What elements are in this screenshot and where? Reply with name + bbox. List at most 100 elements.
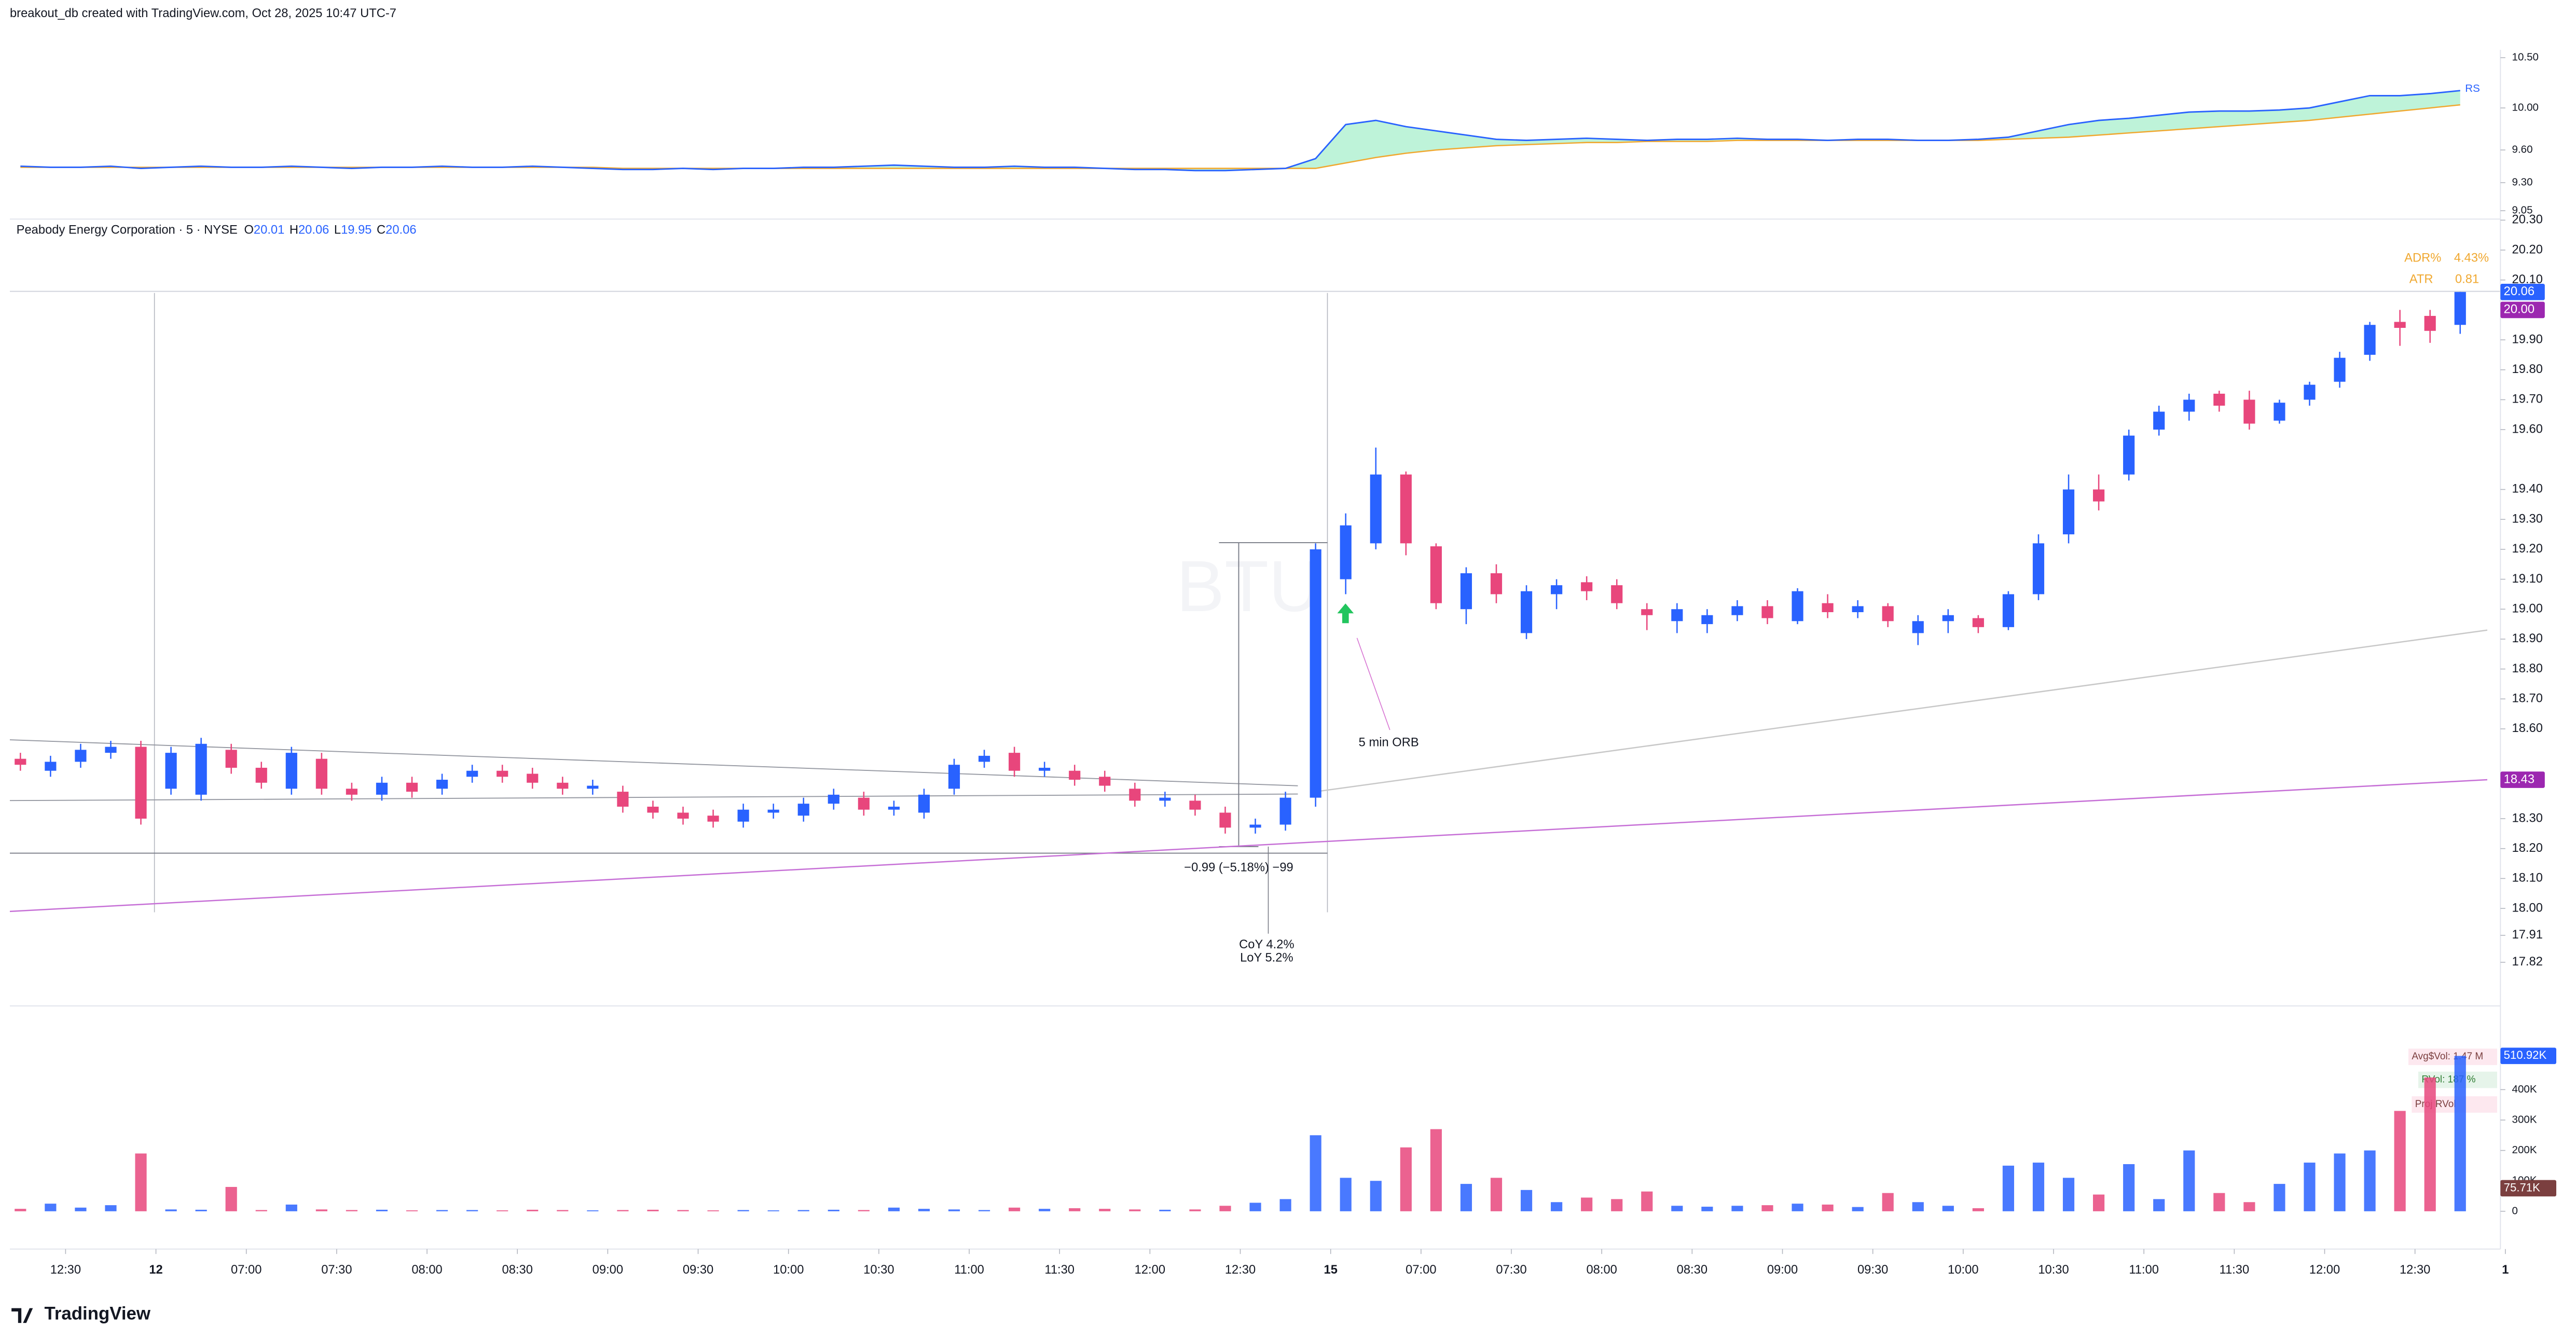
candle-body — [948, 765, 960, 789]
candle-body — [165, 753, 177, 789]
volume-bar — [225, 1186, 237, 1211]
adr-label: ADR% — [2404, 252, 2441, 265]
x-tick-label: 12:30 — [1225, 1263, 1256, 1277]
ohlc-value: 20.06 — [385, 224, 416, 237]
candle-body — [2153, 411, 2165, 430]
candle-body — [1852, 606, 1864, 612]
y-tick-label: 19.80 — [2512, 363, 2543, 376]
price-badge — [2500, 301, 2545, 319]
orb-label: 5 min ORB — [1359, 736, 1419, 750]
candle-body — [1671, 609, 1683, 621]
volume-bar — [1189, 1209, 1201, 1211]
rs-tick-label: 9.05 — [2512, 204, 2533, 216]
candle-body — [2062, 489, 2075, 535]
candle-body — [1822, 603, 1834, 612]
y-tick-label: 19.20 — [2512, 542, 2543, 556]
atr-value: 0.81 — [2455, 273, 2479, 286]
volume-bar — [797, 1210, 809, 1211]
x-tick-label: 07:00 — [1406, 1263, 1436, 1277]
candle-body — [557, 782, 569, 789]
candle-body — [828, 794, 839, 804]
volume-bar — [2274, 1184, 2285, 1211]
candle-body — [587, 785, 599, 789]
volume-badge-label: 510.92K — [2504, 1048, 2547, 1061]
candle-body — [466, 770, 478, 777]
volume-info: Avg$Vol: 1.47 M — [2412, 1051, 2483, 1062]
volume-bar — [1069, 1208, 1081, 1211]
candle-body — [135, 747, 147, 819]
candle-body — [1039, 767, 1051, 771]
volume-bar — [1641, 1191, 1653, 1211]
volume-bar — [828, 1209, 839, 1211]
volume-bar — [1551, 1202, 1563, 1211]
x-tick-label: 10:30 — [863, 1263, 894, 1277]
volume-bar — [1400, 1147, 1412, 1211]
ohlc-value: 20.01 — [254, 224, 284, 237]
candle-body — [1792, 591, 1803, 621]
volume-bar — [15, 1209, 26, 1211]
candle-body — [707, 816, 719, 822]
volume-tick-label: 400K — [2512, 1083, 2537, 1095]
rs-line — [20, 90, 2460, 172]
x-tick-label: 1 — [2502, 1263, 2509, 1277]
candle-body — [1310, 549, 1321, 798]
candle-body — [195, 743, 207, 795]
volume-bar — [737, 1210, 749, 1211]
info-box — [2408, 1048, 2498, 1066]
volume-bar — [2304, 1163, 2316, 1211]
volume-bar — [1671, 1206, 1683, 1211]
volume-bar — [2243, 1202, 2255, 1211]
volume-bar — [2183, 1150, 2195, 1211]
volume-bar — [978, 1210, 990, 1211]
volume-bar — [1912, 1202, 1924, 1211]
adr-value: 4.43% — [2454, 252, 2489, 265]
x-tick-label: 07:30 — [1496, 1263, 1526, 1277]
candle-body — [1942, 615, 1954, 621]
candle-body — [647, 806, 659, 813]
volume-bar — [1249, 1203, 1261, 1211]
y-tick-label: 19.60 — [2512, 422, 2543, 436]
volume-bar — [1882, 1193, 1894, 1211]
volume-bar — [557, 1210, 569, 1211]
candle-body — [1129, 789, 1141, 801]
candle-body — [1159, 797, 1171, 801]
candle-body — [918, 794, 930, 813]
price-badge — [2500, 283, 2545, 300]
y-tick-label: 19.10 — [2512, 572, 2543, 586]
volume-bar — [436, 1210, 448, 1211]
volume-bar — [2334, 1153, 2346, 1211]
x-tick-label: 09:30 — [1857, 1263, 1888, 1277]
candle-body — [376, 782, 388, 795]
candle-body — [497, 770, 508, 777]
candle-body — [617, 792, 629, 807]
volume-bar — [2424, 1077, 2436, 1211]
volume-bar — [2093, 1194, 2105, 1211]
x-tick-label: 12:00 — [2309, 1263, 2340, 1277]
volume-bar — [45, 1204, 57, 1211]
x-tick-label: 08:00 — [411, 1263, 442, 1277]
rs-tick-label: 10.00 — [2512, 102, 2539, 114]
x-tick-label: 12:30 — [50, 1263, 81, 1277]
candle-body — [2213, 393, 2225, 406]
volume-bar — [1159, 1209, 1171, 1211]
volume-bar — [1792, 1204, 1803, 1211]
candle-body — [1701, 615, 1713, 625]
price-badge-label: 20.00 — [2504, 303, 2534, 316]
x-tick-label: 08:00 — [1586, 1263, 1617, 1277]
volume-bar — [1942, 1206, 1954, 1211]
logo-mark — [11, 1308, 33, 1323]
y-tick-label: 20.30 — [2512, 213, 2543, 227]
volume-bar — [617, 1210, 629, 1211]
candle-body — [1340, 525, 1352, 579]
price-badge-label: 20.06 — [2504, 285, 2534, 298]
candle-body — [2394, 322, 2406, 328]
x-tick-label: 08:30 — [1677, 1263, 1707, 1277]
candle-body — [1641, 609, 1653, 615]
overlay-line — [9, 779, 2488, 913]
volume-bar — [1310, 1135, 1321, 1211]
candle-body — [15, 758, 26, 765]
volume-bar — [376, 1209, 388, 1211]
candle-body — [858, 797, 870, 810]
candle-body — [677, 812, 689, 819]
